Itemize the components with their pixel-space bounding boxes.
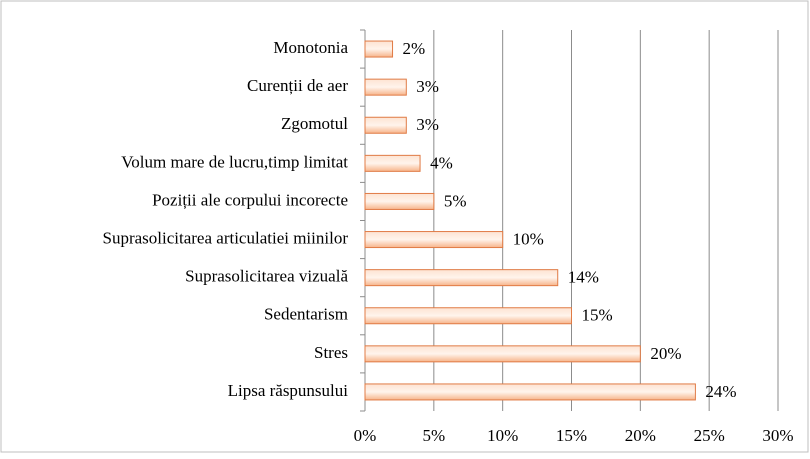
y-tick-label: Zgomotul xyxy=(281,114,348,133)
x-tick-label: 0% xyxy=(354,426,377,445)
y-tick-label: Lipsa răspunsului xyxy=(228,381,349,400)
y-tick-label: Sedentarism xyxy=(264,305,348,324)
bar xyxy=(364,307,572,325)
y-tick-label: Poziții ale corpului incorecte xyxy=(152,190,348,209)
y-tick-label: Suprasolicitarea articulatiei miinilor xyxy=(103,228,349,247)
bar xyxy=(364,231,504,249)
data-label: 4% xyxy=(430,153,453,172)
bar xyxy=(364,383,696,401)
bar xyxy=(364,40,394,58)
bar xyxy=(364,154,421,172)
data-label: 2% xyxy=(403,39,426,58)
x-tick-label: 25% xyxy=(694,426,725,445)
data-label: 3% xyxy=(416,77,439,96)
data-label: 14% xyxy=(568,268,599,287)
x-tick-label: 10% xyxy=(487,426,518,445)
y-tick-label: Monotonia xyxy=(273,38,348,57)
data-label: 24% xyxy=(705,382,736,401)
x-tick-label: 20% xyxy=(625,426,656,445)
bar xyxy=(364,116,407,134)
y-tick-label: Stres xyxy=(314,343,348,362)
x-tick-label: 30% xyxy=(762,426,793,445)
data-label: 20% xyxy=(650,344,681,363)
bar xyxy=(364,78,407,96)
y-tick-label: Suprasolicitarea vizuală xyxy=(185,267,348,286)
bar xyxy=(364,345,641,363)
data-label: 3% xyxy=(416,115,439,134)
x-tick-label: 15% xyxy=(556,426,587,445)
data-label: 5% xyxy=(444,191,467,210)
data-label: 10% xyxy=(513,229,544,248)
bar xyxy=(364,192,435,210)
y-tick-label: Volum mare de lucru,timp limitat xyxy=(121,152,348,171)
y-tick-label: Curenții de aer xyxy=(247,76,348,95)
x-tick-label: 5% xyxy=(422,426,445,445)
bar xyxy=(364,269,559,287)
data-label: 15% xyxy=(582,306,613,325)
